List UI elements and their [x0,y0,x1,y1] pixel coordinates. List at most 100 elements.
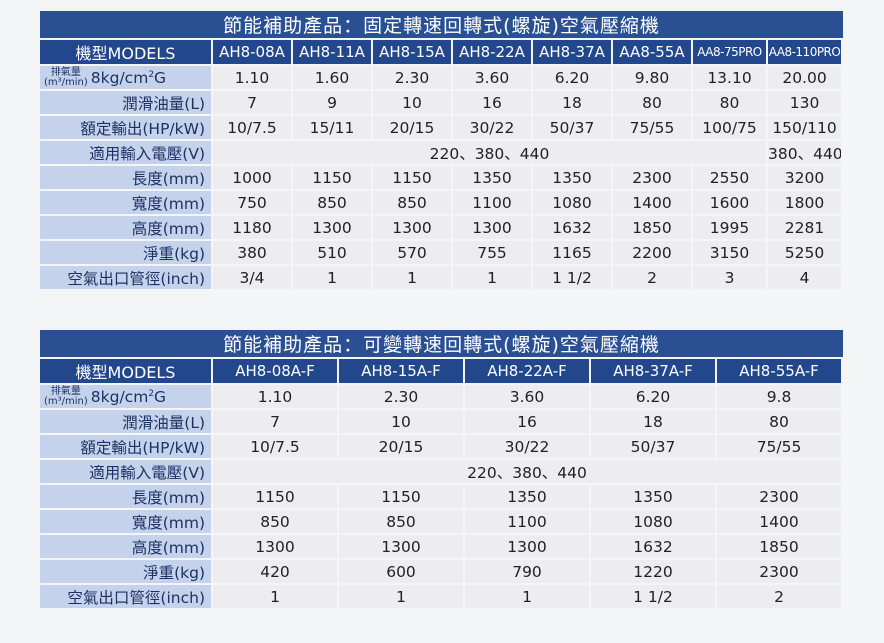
row-label-oil: 潤滑油量(L) [40,91,213,116]
table-cell: 1632 [533,216,613,241]
row-label-width: 寬度(mm) [40,510,213,535]
table-cell: 1.10 [213,66,293,91]
models-header-row: 機型MODELS AH8-08A AH8-11A AH8-15A AH8-22A… [40,40,844,66]
table-cell: 20/15 [339,435,465,460]
table-cell: 755 [453,241,533,266]
table-cell: 2300 [717,560,844,585]
pressure-label-main: 8kg/cm [90,387,149,406]
table-cell: 1165 [533,241,613,266]
models-header-row: 機型MODELS AH8-08A-F AH8-15A-F AH8-22A-F A… [40,359,844,385]
table-row-height: 高度(mm) 1300 1300 1300 1632 1850 [40,535,844,560]
table-cell: 1 [453,266,533,291]
table-cell: 5250 [768,241,844,266]
table-cell: 1180 [213,216,293,241]
table-row-height: 高度(mm) 1180 1300 1300 1300 1632 1850 199… [40,216,844,241]
table-cell: 10/7.5 [213,116,293,141]
table-title-row: 節能補助產品：固定轉速回轉式(螺旋)空氣壓縮機 [40,11,844,40]
table-cell: 18 [591,410,717,435]
models-label: 機型MODELS [40,40,213,66]
table-cell: 1600 [693,191,768,216]
table-cell: 6.20 [533,66,613,91]
table-cell: 1850 [717,535,844,560]
table-cell: 3 [693,266,768,291]
row-label-output: 額定輸出(HP/kW) [40,435,213,460]
table-cell: 750 [213,191,293,216]
table-cell: 1080 [533,191,613,216]
table-row-pressure: 排氣量 (m³/min) 8kg/cm2G 1.10 1.60 2.30 3.60 … [40,66,844,91]
table-row-voltage: 適用輸入電壓(V) 220、380、440 [40,460,844,485]
table-cell: 1350 [453,166,533,191]
table-title-row: 節能補助產品：可變轉速回轉式(螺旋)空氣壓縮機 [40,330,844,359]
table-cell: 1995 [693,216,768,241]
row-label-weight: 淨重(kg) [40,241,213,266]
table-cell: 1300 [465,535,591,560]
table-cell: 2.30 [373,66,453,91]
row-label-pressure: 排氣量 (m³/min) 8kg/cm2G [40,385,213,410]
pressure-label-suffix: G [154,387,167,406]
table-cell: 1150 [339,485,465,510]
table-cell: 75/55 [717,435,844,460]
table-row-output: 額定輸出(HP/kW) 10/7.5 20/15 30/22 50/37 75/… [40,435,844,460]
row-label-height: 高度(mm) [40,535,213,560]
table-cell: 50/37 [591,435,717,460]
table-cell: 1.10 [213,385,339,410]
table-cell: 850 [339,510,465,535]
table-cell: 30/22 [453,116,533,141]
table-row-weight: 淨重(kg) 380 510 570 755 1165 2200 3150 52… [40,241,844,266]
pressure-label-stack: 排氣量 (m³/min) [44,67,88,88]
pressure-label-main-wrap: 8kg/cm2G [91,69,166,87]
table-cell-voltage-merged: 220、380、440 [213,141,768,166]
table-cell: 790 [465,560,591,585]
table-cell: 1100 [453,191,533,216]
table-cell: 1 1/2 [533,266,613,291]
table-row-oil: 潤滑油量(L) 7 10 16 18 80 [40,410,844,435]
pressure-label-main: 8kg/cm [90,68,149,87]
table-cell: 20/15 [373,116,453,141]
table-cell: 1350 [591,485,717,510]
table-cell: 13.10 [693,66,768,91]
pressure-label-sup: 2 [148,388,155,399]
table-cell: 1 [465,585,591,610]
table-cell: 1000 [213,166,293,191]
row-label-length: 長度(mm) [40,485,213,510]
table-cell: 10/7.5 [213,435,339,460]
row-label-pressure: 排氣量 (m³/min) 8kg/cm2G [40,66,213,91]
table-row-outlet: 空氣出口管徑(inch) 1 1 1 1 1/2 2 [40,585,844,610]
model-header: AH8-37A [533,40,613,66]
model-header: AH8-22A-F [465,359,591,385]
table-cell: 7 [213,410,339,435]
table-cell: 80 [693,91,768,116]
table-cell: 1100 [465,510,591,535]
table-row-outlet: 空氣出口管徑(inch) 3/4 1 1 1 1 1/2 2 3 4 [40,266,844,291]
table-cell: 3.60 [453,66,533,91]
pressure-label-bottom: (m³/min) [44,395,88,407]
table-row-oil: 潤滑油量(L) 7 9 10 16 18 80 80 130 [40,91,844,116]
variable-speed-compressor-table: 節能補助產品：可變轉速回轉式(螺旋)空氣壓縮機 機型MODELS AH8-08A… [40,330,844,610]
table-cell: 1300 [213,535,339,560]
table-cell: 380 [213,241,293,266]
table-cell: 18 [533,91,613,116]
table-cell: 1220 [591,560,717,585]
table-cell: 80 [613,91,693,116]
table-cell: 1150 [213,485,339,510]
model-header: AH8-37A-F [591,359,717,385]
table-cell: 3150 [693,241,768,266]
table-cell: 1632 [591,535,717,560]
table-cell: 2 [613,266,693,291]
row-label-length: 長度(mm) [40,166,213,191]
row-label-outlet: 空氣出口管徑(inch) [40,585,213,610]
table-cell: 16 [453,91,533,116]
table-cell: 9.80 [613,66,693,91]
table-cell: 9 [293,91,373,116]
model-header: AA8-75PRO [693,40,768,66]
table-cell: 850 [373,191,453,216]
table-cell: 510 [293,241,373,266]
row-label-weight: 淨重(kg) [40,560,213,585]
model-header: AA8-55A [613,40,693,66]
table-cell: 9.8 [717,385,844,410]
table-cell: 80 [717,410,844,435]
models-label: 機型MODELS [40,359,213,385]
row-label-height: 高度(mm) [40,216,213,241]
model-header: AH8-22A [453,40,533,66]
table-row-length: 長度(mm) 1000 1150 1150 1350 1350 2300 255… [40,166,844,191]
